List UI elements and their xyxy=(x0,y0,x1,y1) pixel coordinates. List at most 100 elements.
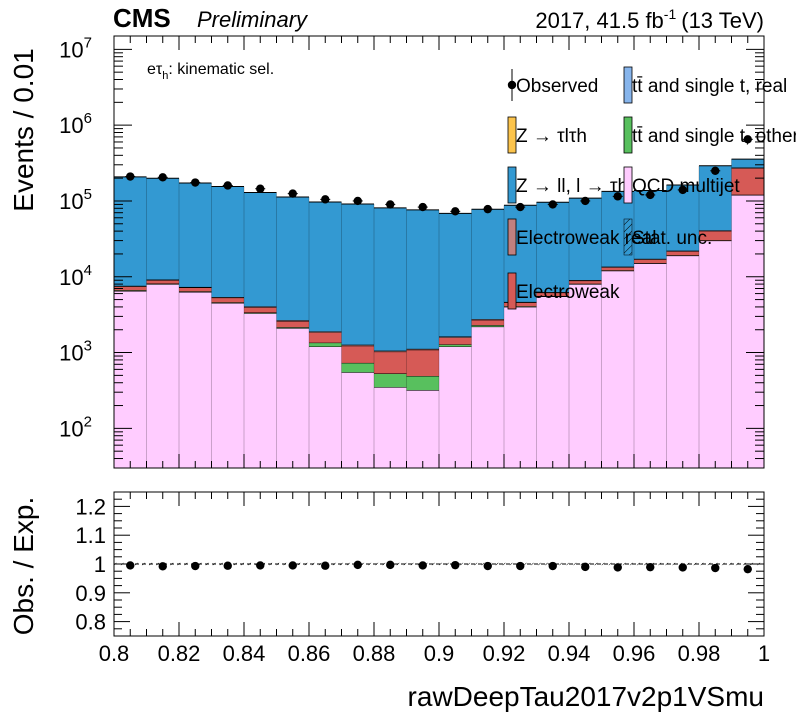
stack-bar xyxy=(536,296,569,468)
legend-swatch xyxy=(623,66,633,104)
ratio-point xyxy=(483,561,492,571)
stack-bar xyxy=(634,259,667,264)
x-tick-label: 0.9 xyxy=(424,641,455,666)
stack-bar xyxy=(699,230,732,241)
x-tick-label: 0.86 xyxy=(288,641,331,666)
stack-bar xyxy=(374,373,407,388)
legend-label: Z → ll, l → τh xyxy=(516,176,628,197)
stack-bar xyxy=(114,286,147,291)
legend-label: Observed xyxy=(516,76,598,97)
stack-bar xyxy=(309,332,342,343)
stack-bar xyxy=(731,168,764,195)
legend-label: Electroweak xyxy=(516,282,620,303)
stack-bar xyxy=(666,251,699,256)
legend-label: tt̄ and single t, other xyxy=(632,126,796,147)
ratio-point xyxy=(386,560,395,570)
ratio-point xyxy=(126,561,135,570)
ratio-point xyxy=(581,562,590,572)
stack-bar xyxy=(406,376,439,391)
legend-swatch xyxy=(507,166,517,204)
y-tick-label: 103 xyxy=(59,338,92,366)
y-tick-label: 102 xyxy=(59,413,92,441)
ratio-point xyxy=(548,561,557,571)
annotation-sub: h xyxy=(162,70,168,82)
stack-bar xyxy=(471,209,504,320)
ratio-y-tick-label: 1.1 xyxy=(75,523,106,548)
ratio-y-tick-label: 1.2 xyxy=(75,494,106,519)
ratio-points xyxy=(126,560,752,574)
ratio-point xyxy=(191,561,200,571)
ratio-point xyxy=(711,563,720,573)
ratio-point xyxy=(158,562,167,571)
legend-swatch xyxy=(623,166,633,204)
x-tick-label: 0.82 xyxy=(158,641,201,666)
stack-histogram xyxy=(114,158,764,468)
x-tick-label: 0.84 xyxy=(223,641,266,666)
ratio-point xyxy=(288,561,297,570)
y-tick-label: 105 xyxy=(59,186,92,214)
stack-bar xyxy=(406,390,439,468)
ratio-point xyxy=(353,560,362,570)
stack-bar xyxy=(634,190,667,259)
stack-bar xyxy=(569,284,602,468)
stack-bar xyxy=(666,185,699,251)
ratio-point xyxy=(451,560,460,570)
stack-bar xyxy=(504,306,537,468)
legend-swatch xyxy=(507,272,517,310)
stack-bar xyxy=(244,192,277,307)
stack-bar xyxy=(374,207,407,351)
ratio-point xyxy=(678,563,687,572)
stack-bar xyxy=(146,284,179,468)
main-y-ticks: 102 103 104 105 106 107 xyxy=(59,34,764,469)
ratio-uncertainty-band xyxy=(114,562,764,566)
stack-bar xyxy=(374,387,407,468)
stack-bar xyxy=(699,165,732,231)
legend-label: Electroweak real xyxy=(516,228,656,249)
stack-bar xyxy=(341,344,374,346)
stack-bar xyxy=(374,351,407,374)
x-tick-label: 0.92 xyxy=(483,641,526,666)
ratio-y-tick-label: 1 xyxy=(94,552,106,577)
lumi-suffix: (13 TeV) xyxy=(681,8,764,33)
stack-bar xyxy=(211,303,244,468)
x-tick-label: 0.88 xyxy=(353,641,396,666)
stack-bar xyxy=(439,213,472,337)
stack-bar xyxy=(211,297,244,303)
stack-bar xyxy=(666,255,699,468)
stack-bar xyxy=(309,346,342,468)
legend-swatch xyxy=(623,116,633,154)
stack-bar xyxy=(731,159,764,168)
ratio-y-tick-label: 0.9 xyxy=(75,581,106,606)
ratio-point xyxy=(516,561,525,571)
ratio-y-ticks: 0.8 0.9 1 1.1 1.2 xyxy=(75,491,764,637)
ratio-point xyxy=(223,561,232,570)
stack-bar xyxy=(439,346,472,468)
x-tick-label: 0.98 xyxy=(678,641,721,666)
legend-swatch xyxy=(507,116,517,154)
legend: Observed tt̄ and single t, real Z → τlτh tt… xyxy=(507,66,796,310)
status-label: Preliminary xyxy=(197,7,309,32)
ratio-y-tick-label: 0.8 xyxy=(75,610,106,635)
annotation-rest: : kinematic sel. xyxy=(168,61,274,78)
stack-bar xyxy=(439,336,472,338)
lumi-exponent: -1 xyxy=(664,6,677,22)
stack-bar xyxy=(406,349,439,377)
stack-bar xyxy=(471,326,504,468)
ratio-x-ticks: 0.8 0.82 0.84 0.86 0.88 0.9 0.92 0.94 0.96 0.98 1 xyxy=(99,492,770,666)
stack-bar xyxy=(634,263,667,468)
stack-bar xyxy=(179,183,212,287)
stack-bar xyxy=(471,325,504,327)
stack-bar xyxy=(309,201,342,332)
legend-marker xyxy=(507,80,517,90)
y-tick-label: 104 xyxy=(59,262,92,290)
stack-bar xyxy=(569,198,602,281)
y-tick-label: 106 xyxy=(59,110,92,138)
stack-bar xyxy=(244,307,277,313)
x-tick-label: 0.8 xyxy=(99,641,130,666)
y-tick-label: 107 xyxy=(59,34,92,62)
stack-bar xyxy=(276,328,309,468)
stack-bar xyxy=(309,342,342,347)
stack-bar xyxy=(341,372,374,468)
stack-bar xyxy=(601,270,634,468)
stack-bar xyxy=(341,203,374,345)
